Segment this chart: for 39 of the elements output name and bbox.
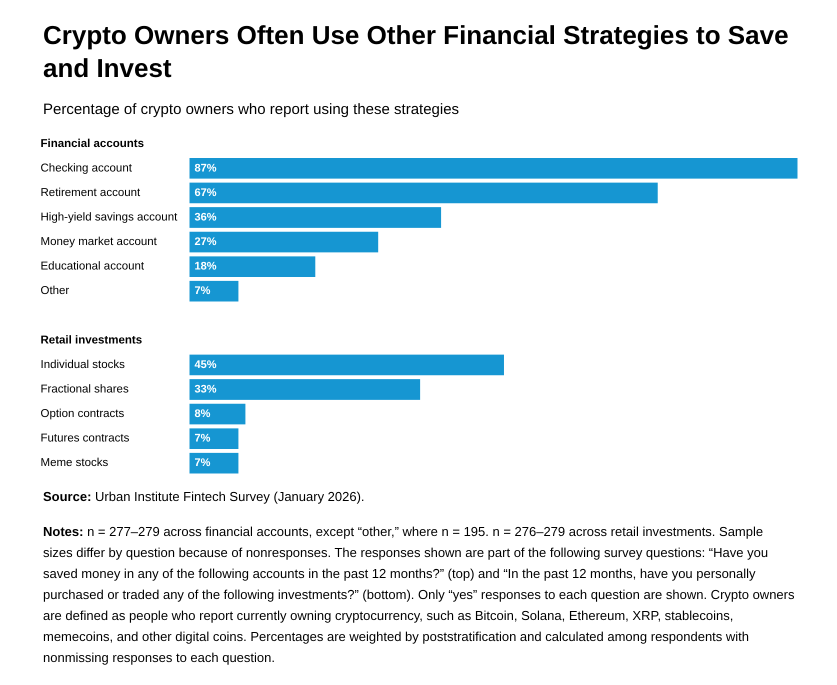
data-label: 7%: [194, 286, 211, 298]
bar: [190, 404, 246, 425]
y-tick-label: Educational account: [40, 261, 145, 274]
y-tick-label: Other: [40, 286, 70, 298]
bar: [190, 158, 798, 180]
bar: [190, 380, 420, 400]
data-label: 27%: [194, 236, 217, 248]
bar: [190, 281, 238, 302]
y-tick-label: Futures contracts: [40, 433, 130, 446]
bar: [190, 232, 378, 253]
text: Notes: n = 277–279 across financial accounts, except “other,” where n = 195. n = 276–279 across retail investments. Sample sizes differ by question because of nonresponses. The responses shown are part of the following survey questions: “Have you saved money in any of the following accounts in the past 12 months?” (top) and “In the past 12 months, have you personally purchased or traded any of the following investments?” (bottom). Only “yes” responses to each question are shown. Crypto owners are defined as people who report currently owning cryptocurrency, such as Bitcoin, Solana, Ethereum, XRP, stablecoins, memecoins, and other digital coins. Percentages are weighted by poststratification and calculated among respondents with nonmissing responses to each question.: [43, 523, 795, 668]
data-label: 7%: [194, 433, 211, 446]
y-tick-label: Meme stocks: [40, 458, 108, 470]
data-label: 87%: [194, 162, 217, 175]
y-tick-label: High-yield savings account: [40, 212, 178, 224]
data-label: 67%: [194, 187, 217, 200]
y-tick-label: Option contracts: [40, 408, 124, 420]
bar: [190, 183, 658, 204]
bar: [190, 256, 316, 278]
data-label: 8%: [194, 408, 211, 420]
source-note: Source: Urban Institute Fintech Survey (January 2026).: [43, 488, 365, 506]
bar: [190, 428, 238, 450]
bar: [190, 355, 504, 376]
y-tick-label: Individual stocks: [40, 359, 126, 372]
bar: [190, 453, 238, 474]
data-label: 7%: [194, 458, 211, 470]
y-tick-label: Checking account: [40, 162, 133, 175]
data-label: 18%: [194, 261, 217, 274]
data-label: 45%: [194, 359, 217, 372]
data-label: 36%: [194, 212, 217, 224]
chart-title: Crypto Owners Often Use Other Financial Strategies to Save and Invest: [43, 19, 790, 85]
data-label: 33%: [194, 384, 217, 396]
bar: [190, 208, 442, 228]
y-tick-label: Retail investments: [40, 334, 142, 347]
chart-subtitle: Percentage of crypto owners who report using these strategies: [43, 100, 460, 120]
y-tick-label: Financial accounts: [40, 138, 144, 150]
y-tick-label: Retirement account: [40, 187, 142, 200]
y-tick-label: Fractional shares: [40, 384, 129, 396]
y-tick-label: Money market account: [40, 236, 158, 248]
